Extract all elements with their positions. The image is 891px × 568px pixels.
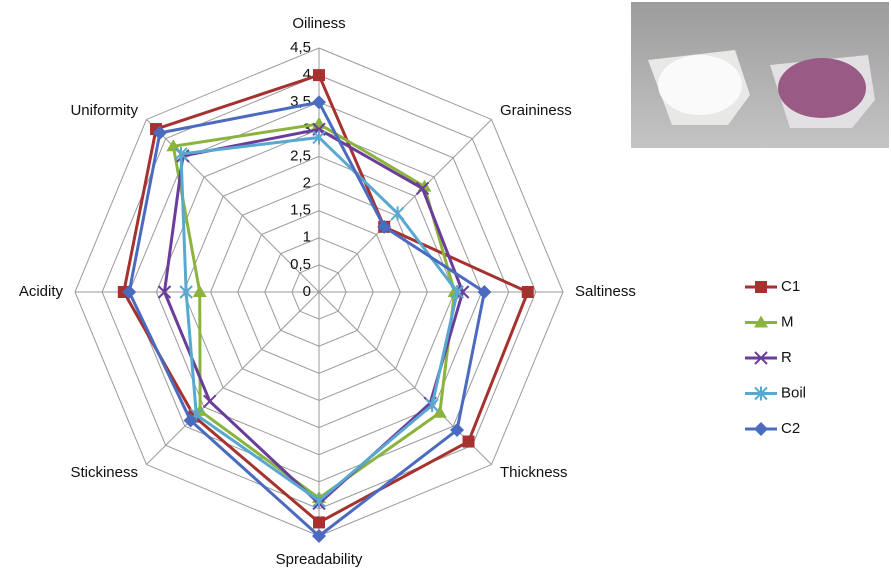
marker bbox=[425, 398, 439, 413]
marker bbox=[183, 413, 198, 428]
legend-label: Boil bbox=[781, 384, 806, 401]
grid-ring bbox=[264, 237, 374, 347]
tick-label: 4 bbox=[303, 66, 311, 83]
spoke bbox=[146, 291, 320, 465]
marker bbox=[754, 422, 768, 436]
grid-ring bbox=[155, 128, 483, 456]
marker bbox=[390, 206, 405, 221]
marker bbox=[312, 493, 326, 508]
tick-label: 0 bbox=[303, 283, 311, 300]
marker bbox=[754, 386, 768, 401]
grid-ring bbox=[182, 155, 456, 429]
axis-label: Acidity bbox=[19, 283, 64, 300]
tick-label: 0,5 bbox=[290, 256, 311, 273]
marker bbox=[312, 529, 326, 543]
grid-ring bbox=[291, 264, 347, 320]
tick-label: 2,5 bbox=[290, 147, 311, 164]
marker bbox=[477, 285, 492, 299]
marker bbox=[377, 219, 392, 234]
marker bbox=[754, 351, 768, 365]
marker bbox=[312, 95, 326, 110]
series bbox=[122, 95, 492, 543]
legend-label: C2 bbox=[781, 420, 800, 437]
legend-label: C1 bbox=[781, 278, 800, 295]
marker bbox=[521, 286, 534, 298]
marker bbox=[179, 285, 193, 299]
tick-label: 3 bbox=[303, 120, 311, 137]
marker bbox=[203, 394, 217, 408]
marker bbox=[152, 125, 167, 140]
marker bbox=[450, 285, 464, 299]
marker bbox=[166, 139, 181, 152]
spoke bbox=[318, 119, 492, 293]
tick-label: 2 bbox=[303, 175, 311, 192]
marker bbox=[313, 69, 325, 82]
axis-label: Uniformity bbox=[70, 102, 138, 119]
marker bbox=[415, 181, 430, 196]
tick-label: 4,5 bbox=[290, 39, 311, 56]
axis-label: Saltiness bbox=[575, 283, 636, 300]
marker bbox=[455, 285, 470, 299]
tick-label: 1 bbox=[303, 229, 311, 246]
marker bbox=[192, 285, 207, 297]
grid-ring bbox=[128, 101, 510, 483]
marker bbox=[157, 285, 172, 299]
purple-sample bbox=[778, 58, 866, 118]
marker bbox=[313, 516, 325, 529]
marker bbox=[754, 315, 768, 328]
axis-label: Graininess bbox=[500, 102, 572, 119]
axis-label: Stickiness bbox=[70, 464, 138, 481]
marker bbox=[755, 281, 767, 293]
white-sample bbox=[658, 55, 742, 115]
marker bbox=[122, 285, 137, 299]
axis-label: Spreadability bbox=[276, 551, 363, 568]
legend-label: R bbox=[781, 349, 792, 366]
marker bbox=[462, 435, 475, 448]
axis-label: Thickness bbox=[500, 464, 568, 481]
marker bbox=[450, 423, 465, 438]
legend-label: M bbox=[781, 313, 794, 330]
axis-label: Oiliness bbox=[292, 15, 345, 32]
grid-ring bbox=[237, 210, 401, 374]
marker bbox=[312, 130, 326, 145]
tick-label: 1,5 bbox=[290, 202, 311, 219]
marker bbox=[432, 405, 447, 418]
marker bbox=[174, 146, 188, 161]
photo bbox=[631, 2, 889, 148]
